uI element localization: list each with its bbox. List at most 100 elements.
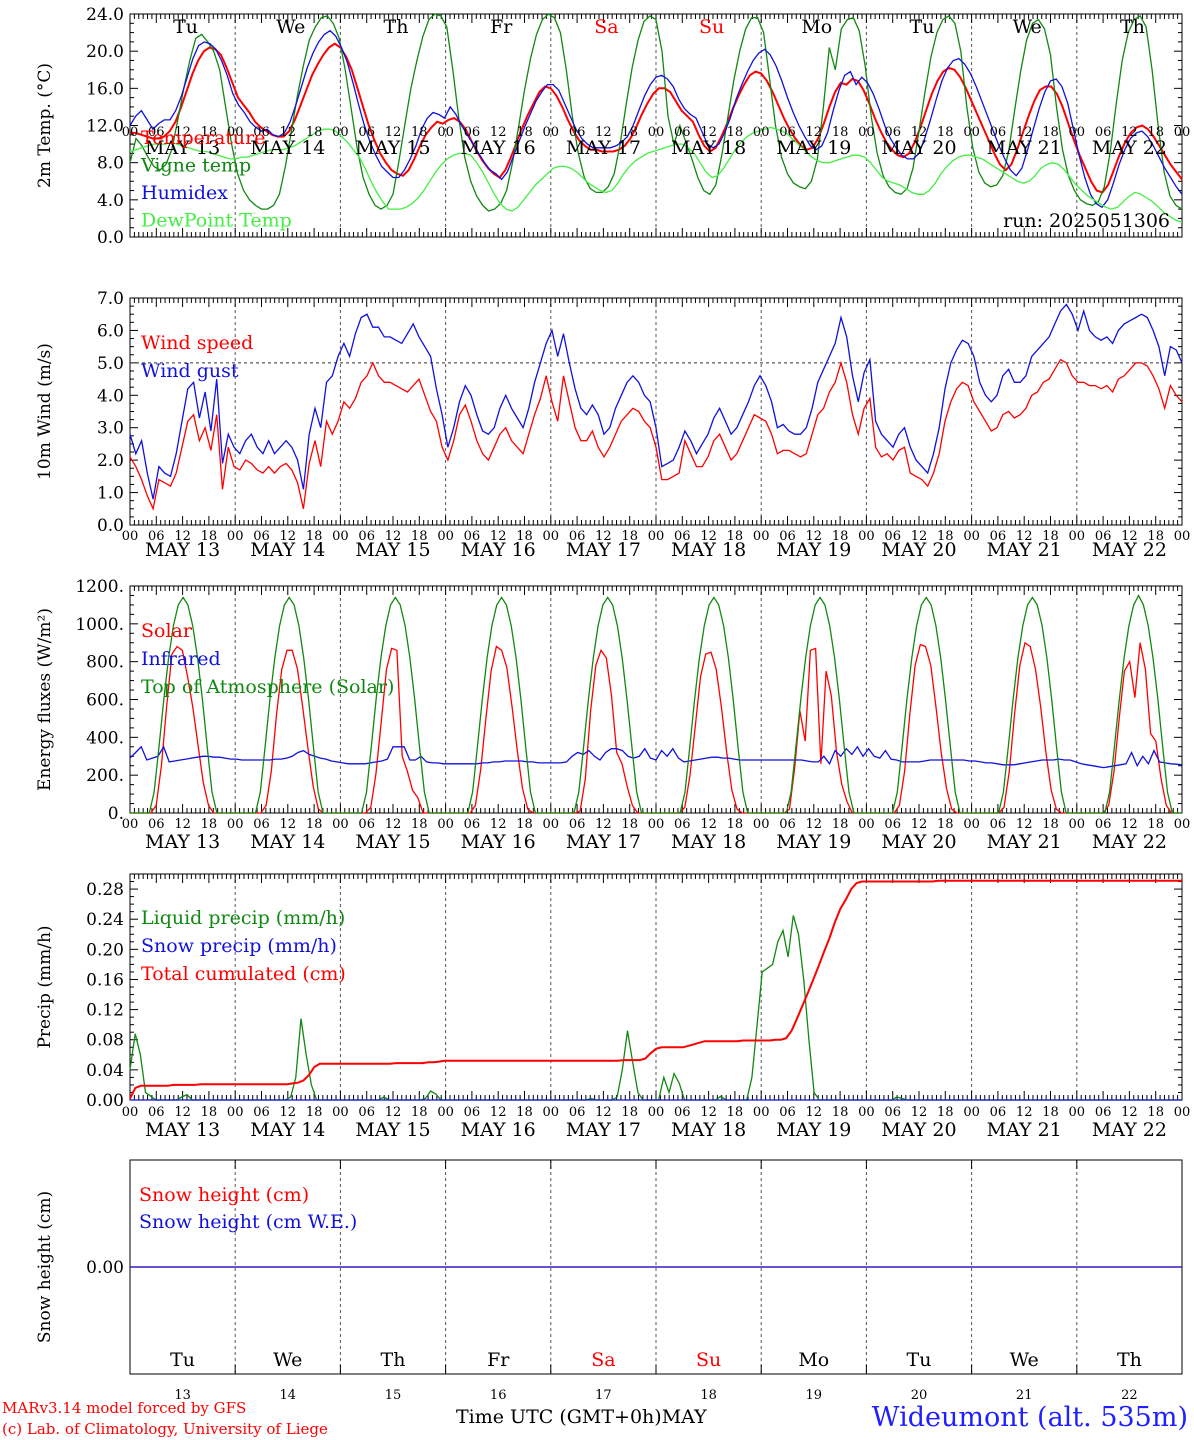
hour-label: 18 — [516, 1105, 533, 1120]
hour-label: 06 — [990, 1105, 1007, 1120]
hour-label: 00 — [963, 817, 980, 832]
day-number: 14 — [280, 1388, 297, 1403]
hour-label: 18 — [1147, 125, 1164, 140]
hour-label: 06 — [148, 529, 165, 544]
hour-label: 00 — [858, 125, 875, 140]
hour-label: 12 — [595, 529, 612, 544]
date-label: MAY 14 — [250, 1119, 325, 1141]
hour-label: 06 — [1095, 529, 1112, 544]
hour-label: 06 — [884, 817, 901, 832]
y-tick-label: 1.0 — [97, 484, 124, 504]
panel-3 — [129, 585, 1183, 814]
y-tick-label: 400. — [86, 728, 124, 748]
hour-label: 00 — [753, 529, 770, 544]
date-label: MAY 13 — [145, 1119, 220, 1141]
hour-label: 12 — [806, 529, 823, 544]
hour-label: 00 — [122, 529, 139, 544]
hour-label: 12 — [911, 817, 928, 832]
hour-label: 00 — [1069, 125, 1086, 140]
day-number: 16 — [490, 1388, 507, 1403]
date-label: MAY 19 — [776, 539, 851, 561]
date-label: MAY 15 — [355, 539, 430, 561]
panel-4 — [129, 873, 1183, 1101]
hour-label: 00 — [963, 1105, 980, 1120]
hour-label: 00 — [227, 1105, 244, 1120]
y-tick-label: 3.0 — [97, 419, 124, 439]
hour-label: 00 — [227, 125, 244, 140]
hour-label: 06 — [464, 125, 481, 140]
date-label: MAY 21 — [987, 831, 1062, 853]
weekday-label: Mo — [798, 1349, 829, 1371]
hour-label: 06 — [253, 125, 270, 140]
weekday-label: Fr — [490, 16, 513, 38]
hour-label: 00 — [332, 529, 349, 544]
hour-label: 18 — [201, 817, 218, 832]
hour-label: 18 — [621, 817, 638, 832]
hour-label: 18 — [306, 529, 323, 544]
hour-label: 18 — [937, 1105, 954, 1120]
hour-label: 06 — [358, 1105, 375, 1120]
series-line-total-cumulated-cm — [129, 879, 1182, 1099]
hour-label: 06 — [358, 817, 375, 832]
hour-label: 00 — [437, 1105, 454, 1120]
hour-label: 12 — [385, 817, 402, 832]
hour-label: 12 — [1016, 1105, 1033, 1120]
hour-label: 12 — [806, 1105, 823, 1120]
hour-label: 12 — [490, 125, 507, 140]
day-number: 22 — [1121, 1388, 1138, 1403]
y-tick-label: 1200. — [75, 577, 124, 597]
hour-label: 12 — [1016, 529, 1033, 544]
hour-label: 06 — [358, 529, 375, 544]
date-label: MAY 13 — [145, 137, 220, 159]
hour-label: 18 — [832, 125, 849, 140]
y-tick-label: 0.08 — [86, 1031, 124, 1051]
y-axis-label: Snow height (cm) — [35, 1191, 55, 1343]
hour-label: 18 — [1147, 1105, 1164, 1120]
weekday-label: Su — [699, 16, 724, 38]
y-tick-label: 2.0 — [97, 451, 124, 471]
hour-label: 06 — [464, 529, 481, 544]
hour-label: 00 — [753, 817, 770, 832]
weekday-label: Tu — [170, 1349, 195, 1371]
y-axis-label: 10m Wind (m/s) — [35, 343, 55, 480]
panel-1 — [129, 13, 1183, 238]
y-tick-label: 0.00 — [86, 1258, 124, 1278]
date-label: MAY 14 — [250, 137, 325, 159]
hour-label: 06 — [884, 1105, 901, 1120]
date-label: MAY 19 — [776, 1119, 851, 1141]
date-label: MAY 15 — [355, 831, 430, 853]
hour-label: 18 — [832, 1105, 849, 1120]
panel-2 — [129, 297, 1183, 526]
hour-label: 18 — [306, 125, 323, 140]
hour-label: 00 — [648, 817, 665, 832]
hour-label: 18 — [411, 1105, 428, 1120]
series-line-dewpoint-temp — [129, 126, 1183, 223]
series-line-wind-speed — [129, 358, 1183, 511]
y-axis-label: 2m Temp. (°C) — [35, 63, 55, 188]
hour-label: 06 — [253, 1105, 270, 1120]
weekday-label: We — [1010, 1349, 1039, 1371]
date-label: MAY 13 — [145, 539, 220, 561]
legend-entry: Humidex — [141, 182, 228, 204]
hour-label: 18 — [201, 529, 218, 544]
date-label: MAY 19 — [776, 831, 851, 853]
hour-label: 12 — [280, 529, 297, 544]
hour-label: 00 — [963, 529, 980, 544]
hour-label: 12 — [1121, 817, 1138, 832]
legend-entry: Snow height (cm W.E.) — [139, 1211, 357, 1233]
legend-entry: Temperature — [141, 127, 265, 149]
hour-label: 12 — [806, 817, 823, 832]
y-tick-label: 0.0 — [97, 228, 124, 248]
hour-label: 12 — [174, 125, 191, 140]
hour-label: 12 — [806, 125, 823, 140]
y-tick-label: 8.0 — [97, 154, 124, 174]
hour-label: 06 — [148, 125, 165, 140]
weekday-label: We — [1013, 16, 1042, 38]
day-number: 21 — [1016, 1388, 1033, 1403]
weekday-label: Tu — [173, 16, 198, 38]
hour-label: 00 — [543, 817, 560, 832]
hour-label: 00 — [858, 529, 875, 544]
y-tick-label: 6.0 — [97, 321, 124, 341]
hour-label: 18 — [621, 529, 638, 544]
hour-label: 18 — [1042, 817, 1059, 832]
